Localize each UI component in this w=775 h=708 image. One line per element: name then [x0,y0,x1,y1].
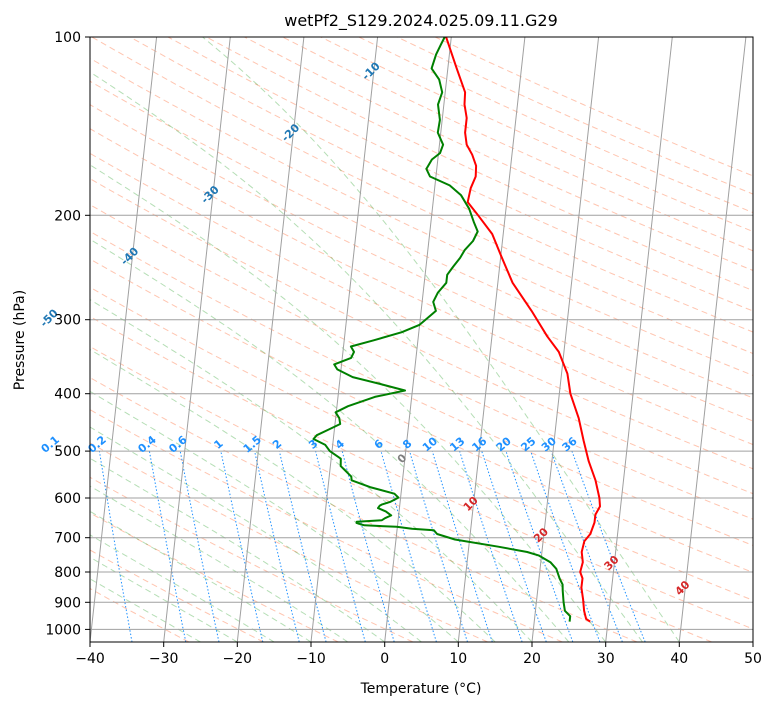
mixing-ratio-line [431,450,493,642]
dry-adiabat-line [90,442,488,642]
x-tick-label: 40 [670,651,688,667]
moist-adiabat-line [90,556,238,642]
moist-adiabat-line [90,164,607,642]
moist-adiabats [90,37,680,642]
moist-adiabat-line [90,71,643,642]
mixing-ratio-line [550,450,623,642]
mixing-ratio-line [380,450,437,642]
y-axis: 100 200 300 400 500 600 700 800 900 1000 [45,30,90,638]
x-axis-title: Temperature (°C) [360,681,482,697]
moist-adiabat-line [202,37,680,642]
y-tick-label: 200 [54,208,81,224]
y-tick-label: 1000 [45,622,81,638]
mixing-ratio-line [254,450,300,642]
x-tick-label: 10 [449,651,467,667]
mixing-ratio-line [481,450,547,642]
isobar-grid [90,37,753,630]
isotherm-line [531,37,600,642]
moist-adiabat-line [90,457,385,642]
x-axis: −40 −30 −20 −10 0 10 20 30 40 50 [75,642,762,667]
mixing-ratio-line [409,450,468,642]
dry-adiabat-line [129,37,753,333]
mixing-ratio-line [278,450,327,642]
chart-title: wetPf2_S129.2024.025.09.11.G29 [284,11,558,31]
x-tick-label: 0 [380,651,389,667]
y-tick-label: 800 [54,565,81,581]
y-tick-label: 100 [54,30,81,46]
isotherm-line [90,37,158,642]
dry-adiabat-line [206,37,753,292]
y-tick-label: 400 [54,387,81,403]
isotherm-line [310,37,379,642]
isotherm-line [605,37,673,642]
y-tick-label: 900 [54,595,81,611]
y-tick-label: 700 [54,531,81,547]
y-tick-label: 300 [54,313,81,329]
dry-adiabat-line [90,104,753,422]
moist-adiabat-line [90,390,459,642]
isotherm-line [236,37,305,642]
dry-adiabat-line [90,80,753,399]
moist-adiabat-line [90,578,201,642]
x-tick-label: −40 [75,651,105,667]
y-axis-title: Pressure (hPa) [12,290,28,390]
mixing-ratio-line [505,450,574,642]
sounding-series [312,37,601,623]
dry-adiabat-line [90,315,753,630]
dry-adiabat-line [90,178,753,495]
mixing-ratio-line [179,451,220,642]
dewpoint-line [312,37,572,622]
temperature-line [445,37,601,623]
x-tick-label: −20 [223,651,253,667]
isotherm-line [678,37,747,642]
plot-frame [89,36,754,643]
x-tick-label: −30 [149,651,179,667]
dry-adiabat-line [90,152,753,470]
dry-adiabat-line [90,409,563,642]
x-tick-label: −10 [296,651,326,667]
mixing-ratio-line [341,450,395,642]
mixing-ratio-line [459,450,523,642]
x-tick-label: 20 [523,651,541,667]
moist-adiabat-line [90,348,496,642]
dry-adiabat-line [90,549,264,642]
mixing-ratio-line [220,450,264,642]
x-tick-label: 50 [744,651,762,667]
dry-adiabat-line [90,377,638,642]
plot-area [90,37,753,642]
y-tick-label: 600 [54,491,81,507]
dry-adiabat-line [91,37,753,355]
dry-adiabat-line [90,346,712,642]
y-tick-label: 500 [54,444,81,460]
moist-adiabat-line [90,534,275,642]
isotherm-line [163,37,231,642]
moist-adiabat-line [90,238,570,642]
x-tick-label: 30 [597,651,615,667]
dry-adiabats [90,37,753,642]
mixing-ratio-line [530,450,601,642]
isotherm-grid [90,37,753,642]
mixing-ratio-line [315,450,366,642]
